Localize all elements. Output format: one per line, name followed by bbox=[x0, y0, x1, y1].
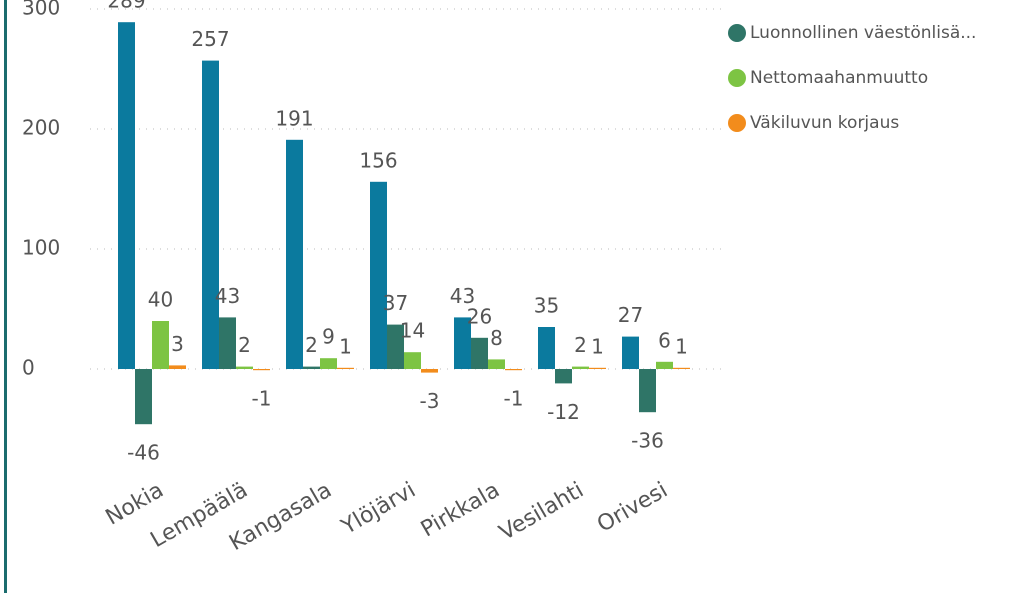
bar bbox=[253, 369, 270, 371]
data-label: -12 bbox=[547, 400, 580, 424]
bar bbox=[387, 324, 404, 369]
legend-marker bbox=[728, 114, 746, 132]
data-label: 2 bbox=[305, 333, 318, 357]
data-label: -3 bbox=[420, 389, 440, 413]
bar bbox=[656, 361, 673, 369]
bar bbox=[135, 369, 152, 425]
bar bbox=[286, 139, 303, 369]
y-tick-label: 0 bbox=[22, 356, 35, 380]
data-label: -36 bbox=[631, 429, 664, 453]
bar bbox=[169, 365, 186, 369]
data-label: 26 bbox=[467, 304, 492, 328]
data-label: 35 bbox=[534, 294, 559, 318]
bar bbox=[555, 369, 572, 384]
legend-label: Väkiluvun korjaus bbox=[750, 113, 899, 133]
data-label: -46 bbox=[127, 441, 160, 465]
bar bbox=[219, 317, 236, 369]
data-label: 289 bbox=[107, 0, 145, 13]
bar bbox=[404, 352, 421, 369]
bar bbox=[152, 321, 169, 369]
bar bbox=[471, 337, 488, 369]
bar bbox=[236, 366, 253, 369]
legend-label: Nettomaahanmuutto bbox=[750, 68, 928, 88]
data-label: 37 bbox=[383, 291, 408, 315]
data-label: 2 bbox=[238, 333, 251, 357]
data-label: 156 bbox=[359, 148, 397, 172]
bar bbox=[488, 359, 505, 369]
x-tick-label: Ylöjärvi bbox=[337, 478, 420, 541]
bar bbox=[370, 181, 387, 369]
data-label: 6 bbox=[658, 328, 671, 352]
bar bbox=[639, 369, 656, 413]
bar bbox=[572, 366, 589, 369]
data-label: 8 bbox=[490, 326, 503, 350]
bar bbox=[337, 367, 354, 369]
bar bbox=[505, 369, 522, 371]
left-border bbox=[4, 0, 7, 593]
data-label: 43 bbox=[215, 284, 240, 308]
bar bbox=[421, 369, 438, 373]
data-label: 3 bbox=[171, 332, 184, 356]
bar bbox=[622, 336, 639, 369]
data-label: 14 bbox=[400, 319, 425, 343]
x-tick-label: Orivesi bbox=[593, 478, 672, 538]
bar bbox=[118, 22, 135, 369]
data-label: 9 bbox=[322, 325, 335, 349]
legend-marker bbox=[728, 69, 746, 87]
bar bbox=[202, 60, 219, 369]
x-tick-label: Nokia bbox=[102, 478, 168, 531]
y-tick-label: 100 bbox=[22, 236, 60, 260]
bar bbox=[538, 327, 555, 369]
data-label: -1 bbox=[252, 387, 272, 411]
bar bbox=[589, 367, 606, 369]
data-label: 43 bbox=[450, 284, 475, 308]
data-label: -1 bbox=[504, 387, 524, 411]
bar bbox=[454, 317, 471, 369]
bar bbox=[320, 358, 337, 369]
bar bbox=[303, 366, 320, 369]
data-label: 257 bbox=[191, 27, 229, 51]
data-label: 1 bbox=[591, 334, 604, 358]
data-label: 1 bbox=[675, 334, 688, 358]
data-label: 191 bbox=[275, 106, 313, 130]
data-label: 2 bbox=[574, 333, 587, 357]
data-label: 27 bbox=[618, 303, 643, 327]
data-label: 40 bbox=[148, 288, 173, 312]
legend-marker bbox=[728, 24, 746, 42]
y-tick-label: 200 bbox=[22, 116, 60, 140]
x-tick-label: Pirkkala bbox=[417, 478, 504, 543]
x-tick-label: Vesilahti bbox=[495, 478, 588, 546]
bar bbox=[673, 367, 690, 369]
legend-label: Luonnollinen väestönlisä... bbox=[750, 23, 976, 43]
y-tick-label: 300 bbox=[22, 0, 60, 20]
data-label: 1 bbox=[339, 334, 352, 358]
